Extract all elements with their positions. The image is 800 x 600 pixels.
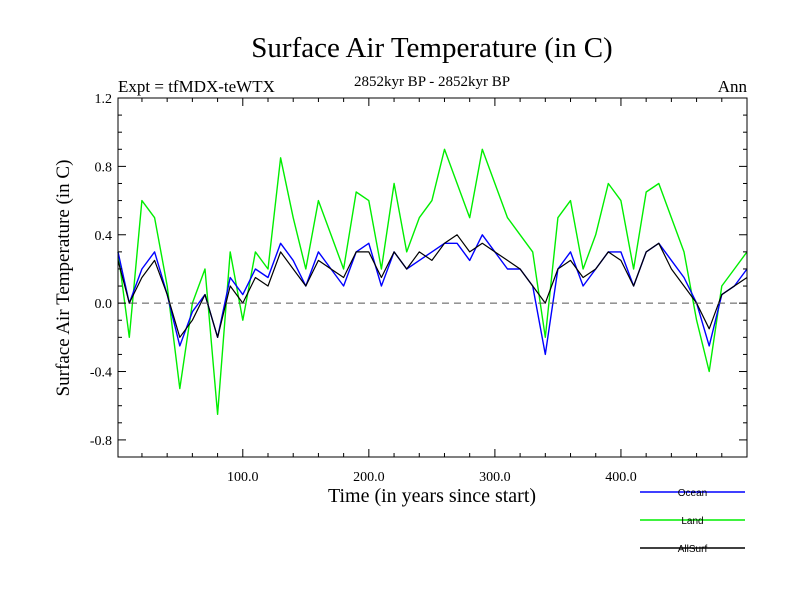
series-line-ocean — [117, 234, 748, 356]
x-axis-label: Time (in years since start) — [328, 485, 536, 507]
legend-label-ocean: Ocean — [678, 488, 707, 499]
y-tick-label: 0.8 — [95, 160, 113, 175]
plot-frame — [117, 97, 748, 458]
y-tick-label: 0.0 — [95, 297, 113, 312]
chart-subtitle-center: 2852kyr BP - 2852kyr BP — [354, 74, 510, 90]
x-tick-label: 200.0 — [353, 470, 385, 485]
x-tick-label: 300.0 — [479, 470, 511, 485]
legend-label-allsurf: AllSurf — [678, 544, 708, 555]
y-axis-label: Surface Air Temperature (in C) — [53, 160, 74, 397]
chart-subtitle-right: Ann — [718, 77, 748, 96]
x-tick-label: 400.0 — [605, 470, 637, 485]
legend: Ocean Land AllSurf — [640, 488, 745, 555]
series-line-allsurf — [117, 234, 748, 338]
ticks-layer: 100.0 200.0 300.0 400.0 -0.8 -0.4 0.0 0.4 0.8 1.2 — [90, 92, 747, 485]
y-tick-label: 1.2 — [95, 92, 113, 107]
chart-title: Surface Air Temperature (in C) — [251, 32, 612, 64]
y-tick-label: -0.8 — [90, 434, 112, 449]
series-layer — [117, 148, 748, 415]
legend-label-land: Land — [681, 516, 703, 527]
chart-subtitle-left: Expt = tfMDX-teWTX — [118, 77, 275, 96]
series-line-land — [117, 148, 748, 415]
y-tick-label: 0.4 — [95, 229, 113, 244]
y-tick-label: -0.4 — [90, 366, 112, 381]
x-tick-label: 100.0 — [227, 470, 259, 485]
